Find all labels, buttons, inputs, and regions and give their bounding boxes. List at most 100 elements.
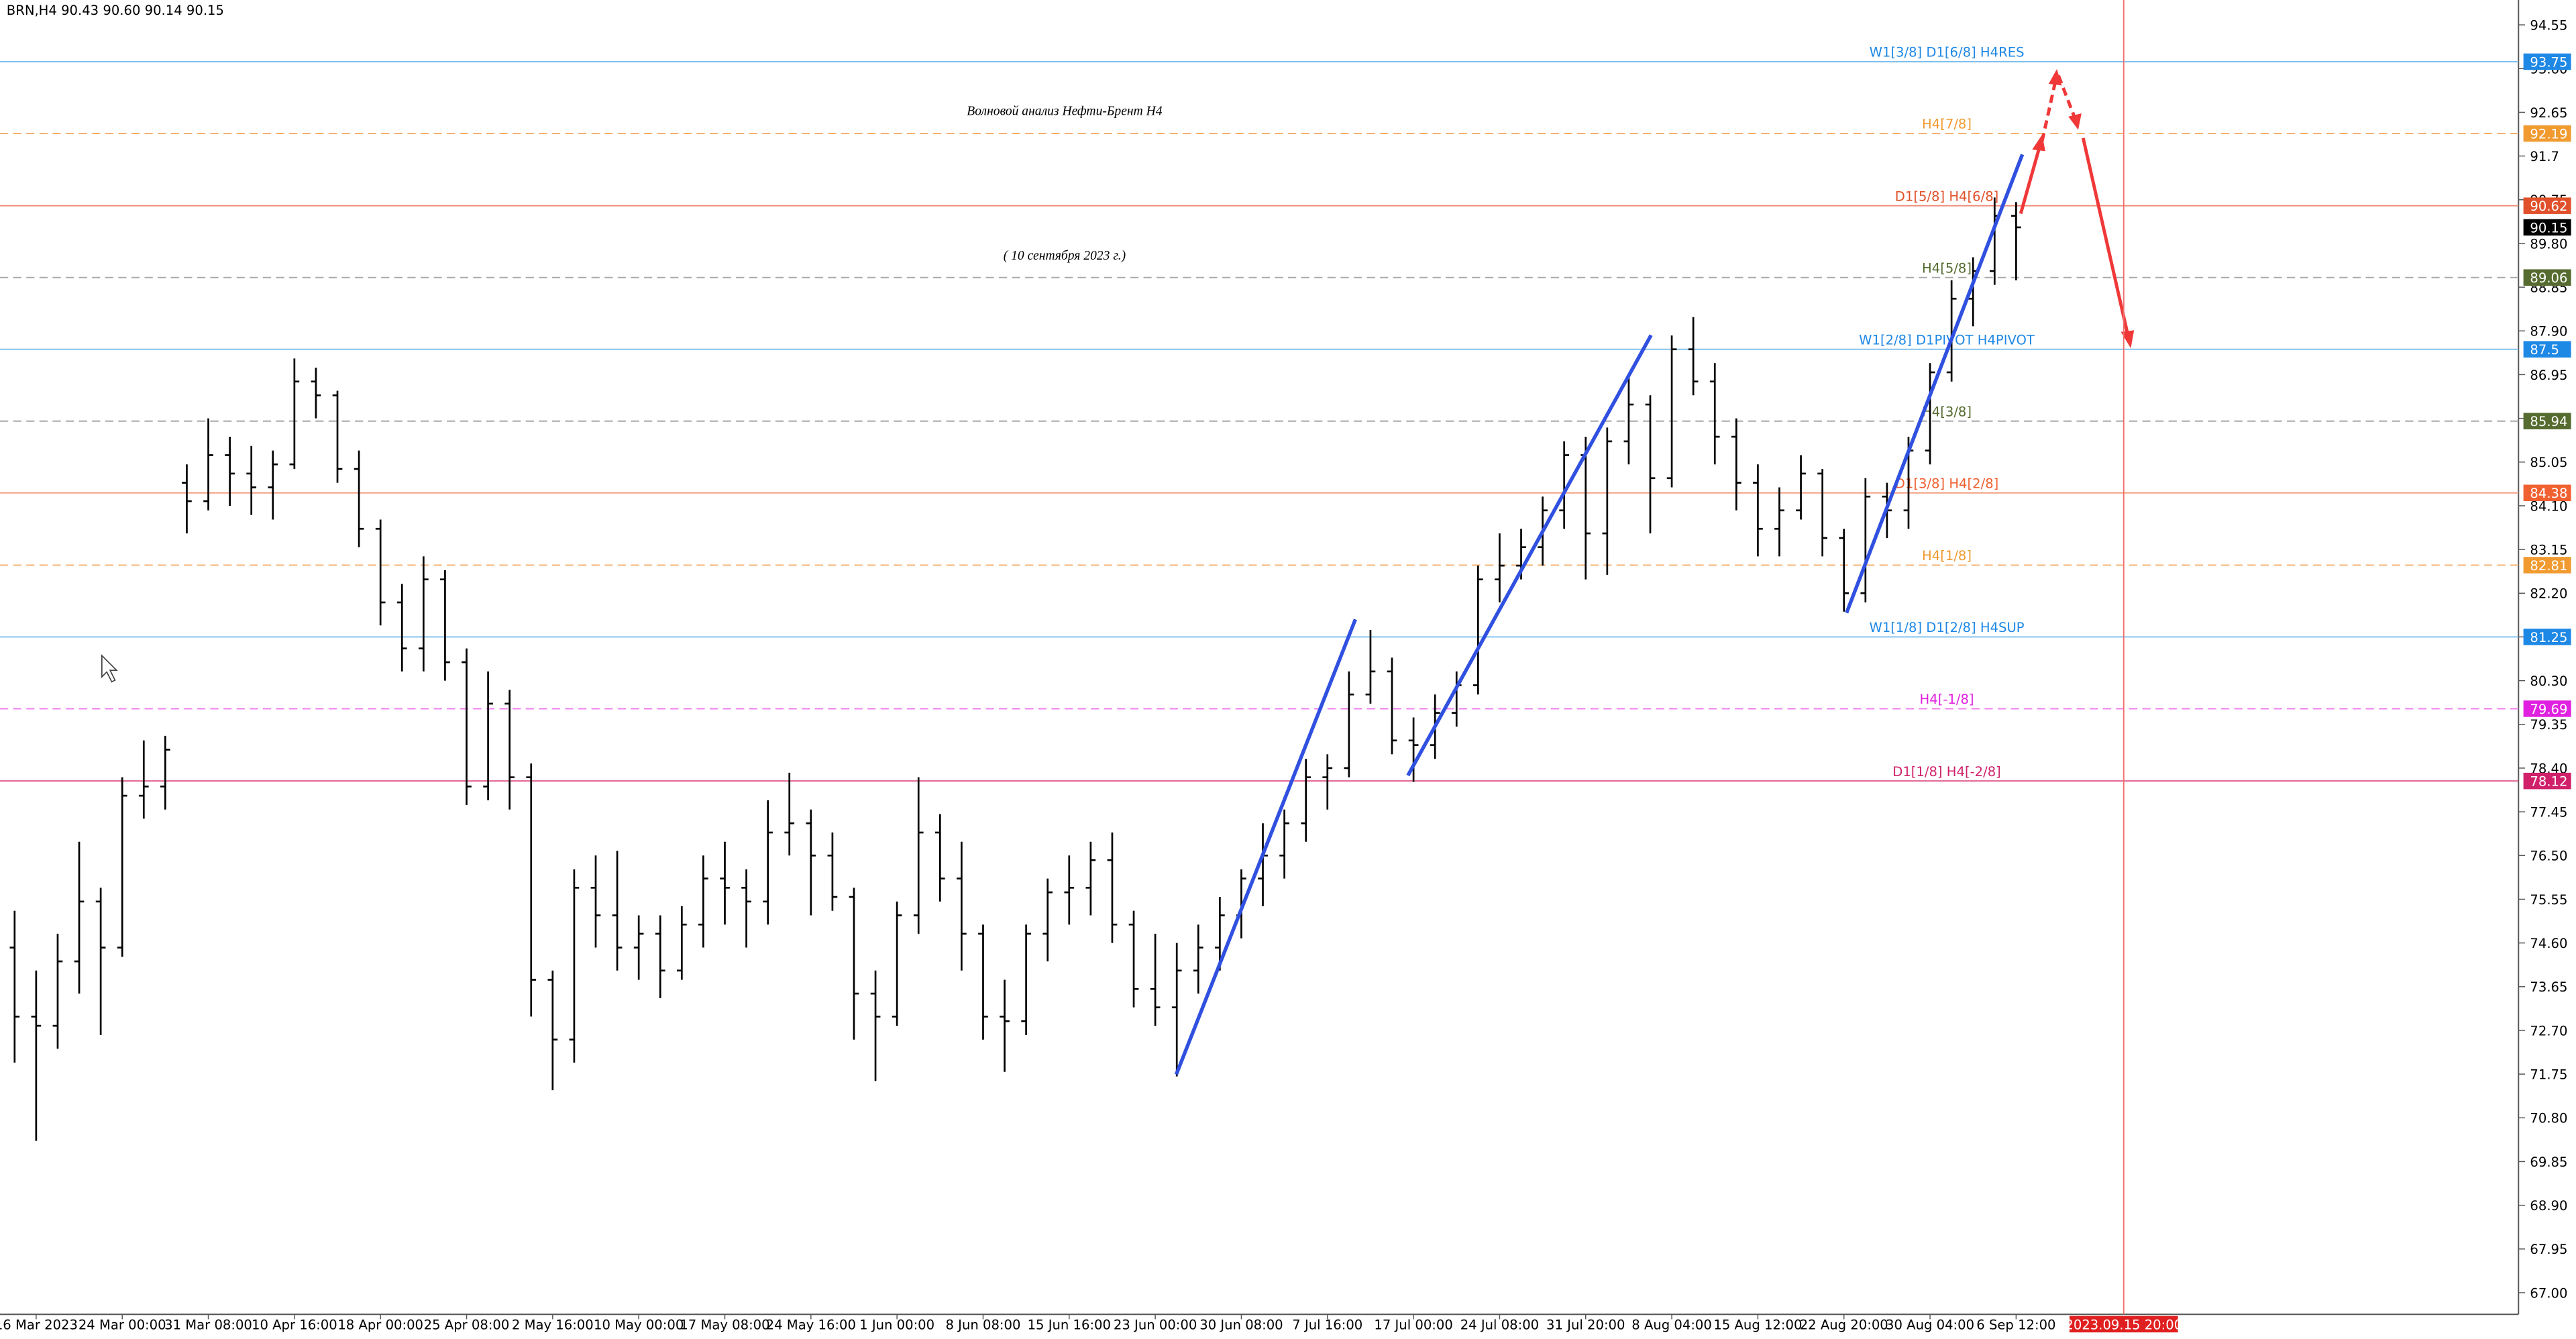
level-price-box [2523,53,2571,70]
trend-line [1406,334,1653,777]
level-price-label: 85.94 [2530,414,2567,429]
trend-line [1174,619,1357,1075]
y-tick-label: 76.50 [2530,849,2567,864]
time-marker-box [2069,1316,2178,1333]
levels: W1[3/8] D1[6/8] H4RES H4[7/8] D1[5/8] H4[6… [0,45,2519,782]
forecast-arrow [2040,81,2057,142]
y-tick-label: 89.80 [2530,236,2567,252]
bars [9,197,2021,1141]
x-tick-label: 22 Aug 20:00 [1800,1317,1888,1332]
x-tick-label: 17 May 08:00 [680,1317,769,1332]
level-price-label: 79.69 [2530,702,2567,717]
level-price-box [2523,700,2571,717]
x-tick-label: 24 Mar 00:00 [78,1317,166,1332]
x-tick-label: 10 Apr 16:00 [252,1317,337,1332]
mouse-cursor [101,654,118,683]
level-price-label: 78.12 [2530,774,2567,790]
level-price-box [2523,125,2571,142]
forecast-arrow [2019,149,2041,215]
forecast-arrow [2081,138,2129,334]
level-price-label: 84.38 [2530,486,2567,501]
y-tick-label: 91.7 [2530,149,2559,164]
last-price-box [2523,219,2571,236]
level-price-box [2523,484,2571,501]
y-tick-label: 71.75 [2530,1067,2567,1082]
level-label: H4[3/8] [1922,404,1972,419]
level-price-box [2523,197,2571,214]
x-tick-label: 10 May 00:00 [594,1317,684,1332]
trend-line [1845,154,2025,614]
chart-title: Волновой анализ Нефти-Брент H4 [967,104,1163,118]
x-tick-label: 24 Jul 08:00 [1460,1317,1539,1332]
x-tick-label: 31 Jul 20:00 [1546,1317,1625,1332]
level-label: W1[1/8] D1[2/8] H4SUP [1869,620,2024,635]
x-tick-label: 30 Aug 04:00 [1886,1317,1974,1332]
arrow-head [2068,113,2082,130]
x-tick-label: 31 Mar 08:00 [164,1317,252,1332]
y-tick-label: 86.95 [2530,368,2567,383]
level-price-label: 89.06 [2530,270,2567,286]
level-price-label: 93.75 [2530,54,2567,70]
x-tick-label: 7 Jul 16:00 [1292,1317,1362,1332]
level-price-box [2523,269,2571,286]
chart-subtitle: ( 10 сентября 2023 г.) [1004,249,1126,263]
level-price-label: 92.19 [2530,126,2567,142]
y-tick-label: 87.90 [2530,324,2567,339]
x-tick-label: 6 Sep 12:00 [1976,1317,2055,1332]
y-tick-label: 79.35 [2530,717,2567,733]
time-marker-label: 2023.09.15 20:00 [2065,1317,2182,1332]
forecast-arrow [2057,74,2077,119]
y-tick-label: 83.15 [2530,542,2567,557]
y-tick-label: 85.05 [2530,455,2567,470]
level-label: H4[7/8] [1922,117,1972,132]
x-tick-label: 30 Jun 08:00 [1199,1317,1283,1332]
y-tick-label: 75.55 [2530,892,2567,908]
level-price-box [2523,557,2571,574]
x-tick-label: 23 Jun 00:00 [1114,1317,1197,1332]
y-tick-label: 67.95 [2530,1242,2567,1257]
level-price-label: 82.81 [2530,558,2567,574]
y-tick-label: 80.30 [2530,674,2567,689]
arrow-head [2048,68,2062,86]
last-price-label: 90.15 [2530,220,2567,235]
y-tick-label: 94.55 [2530,17,2567,33]
x-tick-label: 8 Aug 04:00 [1631,1317,1712,1332]
level-label: D1[5/8] H4[6/8] [1895,189,1999,204]
y-tick-label: 73.65 [2530,979,2567,995]
y-tick-label: 69.85 [2530,1155,2567,1170]
x-tick-label: 16 Mar 2023 [0,1317,78,1332]
level-label: D1[3/8] H4[2/8] [1895,476,1999,491]
x-tick-label: 15 Aug 12:00 [1713,1317,1802,1332]
x-tick-label: 25 Apr 08:00 [424,1317,510,1332]
x-tick-label: 24 May 16:00 [766,1317,856,1332]
y-tick-label: 78.40 [2530,761,2567,776]
level-label: W1[3/8] D1[6/8] H4RES [1870,45,2025,60]
y-tick-label: 82.20 [2530,586,2567,602]
x-tick-label: 18 Apr 00:00 [337,1317,423,1332]
x-tick-label: 2 May 16:00 [512,1317,594,1332]
y-tick-label: 84.10 [2530,498,2567,514]
symbol-header: BRN,H4 90.43 90.60 90.14 90.15 [7,3,224,18]
level-label: H4[-1/8] [1920,692,1974,707]
level-label: D1[1/8] H4[-2/8] [1892,764,2001,780]
level-price-box [2523,772,2571,790]
y-tick-label: 92.65 [2530,105,2567,121]
level-price-label: 87.5 [2530,342,2559,358]
level-label: H4[1/8] [1922,548,1972,564]
y-tick-label: 68.90 [2530,1198,2567,1214]
x-tick-label: 17 Jul 00:00 [1374,1317,1452,1332]
y-tick-label: 74.60 [2530,936,2567,951]
level-price-label: 90.62 [2530,199,2567,214]
y-tick-label: 67.00 [2530,1285,2567,1301]
y-tick-label: 72.70 [2530,1023,2567,1038]
level-label: W1[2/8] D1PIVOT H4PIVOT [1859,332,2035,347]
x-tick-label: 8 Jun 08:00 [946,1317,1021,1332]
y-tick-label: 77.45 [2530,804,2567,820]
level-price-box [2523,413,2571,429]
level-price-box [2523,629,2571,645]
x-tick-label: 15 Jun 16:00 [1028,1317,1111,1332]
level-label: H4[5/8] [1922,260,1972,276]
y-tick-label: 70.80 [2530,1111,2567,1126]
